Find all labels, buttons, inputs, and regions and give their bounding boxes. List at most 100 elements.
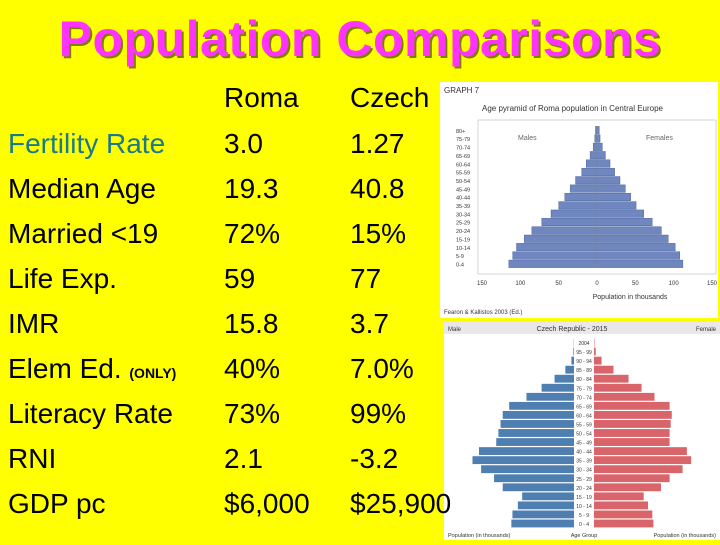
row-label-rni: RNI xyxy=(8,443,56,475)
czech-age-label: 2004 xyxy=(578,341,589,347)
czech-bar-male xyxy=(494,474,574,482)
czech-bar-female xyxy=(594,384,642,392)
czech-bar-male xyxy=(573,348,574,356)
roma-age-label: 50-54 xyxy=(456,179,470,185)
czech-x-label-left: Population (in thousands) xyxy=(448,533,511,539)
czech-bar-female xyxy=(594,501,648,509)
roma-bar-female xyxy=(597,202,636,210)
czech-left-label: Male xyxy=(448,327,462,333)
czech-bar-male xyxy=(565,366,574,374)
roma-bar-female xyxy=(597,160,610,168)
czech-age-label: 55 - 59 xyxy=(576,422,592,428)
czech-bar-male xyxy=(479,447,574,455)
roma-median-age: 19.3 xyxy=(224,173,279,205)
roma-elem-ed: 40% xyxy=(224,353,280,385)
roma-bar-male xyxy=(513,252,597,260)
roma-bar-male xyxy=(509,260,597,268)
czech-bar-male xyxy=(555,375,574,383)
roma-age-label: 15-19 xyxy=(456,237,470,243)
roma-x-tick: 100 xyxy=(669,281,680,287)
roma-x-tick: 100 xyxy=(515,281,526,287)
roma-bar-male xyxy=(542,218,597,226)
row-label-imr: IMR xyxy=(8,308,59,340)
czech-fertility: 1.27 xyxy=(350,128,405,160)
roma-bar-female xyxy=(597,243,675,251)
roma-bar-female xyxy=(597,177,620,185)
czech-gdp: $25,900 xyxy=(350,488,451,520)
czech-age-label: 65 - 69 xyxy=(576,404,592,410)
czech-imr: 3.7 xyxy=(350,308,389,340)
czech-bar-female xyxy=(594,402,670,410)
roma-bar-female xyxy=(597,260,683,268)
roma-age-label: 65-69 xyxy=(456,154,470,160)
czech-bar-male xyxy=(526,393,574,401)
czech-age-label: 95 - 99 xyxy=(576,350,592,356)
roma-age-label: 25-29 xyxy=(456,221,470,227)
czech-bar-male xyxy=(498,429,574,437)
row-label-fertility: Fertility Rate xyxy=(8,128,165,160)
czech-bar-female xyxy=(594,520,653,528)
graph-label: GRAPH 7 xyxy=(444,86,480,95)
roma-bar-male xyxy=(586,160,597,168)
czech-bar-male xyxy=(509,402,574,410)
roma-bar-female xyxy=(597,193,631,201)
czech-bar-female xyxy=(594,492,644,500)
czech-literacy: 99% xyxy=(350,398,406,430)
czech-bar-female xyxy=(594,465,683,473)
roma-x-tick: 150 xyxy=(707,281,718,287)
roma-age-label: 5-9 xyxy=(456,254,464,260)
czech-age-label: 40 - 44 xyxy=(576,450,592,456)
roma-bar-female xyxy=(597,252,680,260)
czech-bar-female xyxy=(594,474,670,482)
czech-age-label: 20 - 24 xyxy=(576,486,592,492)
czech-bar-female xyxy=(594,483,661,491)
roma-age-label: 40-44 xyxy=(456,196,470,202)
czech-age-label: 90 - 94 xyxy=(576,359,592,365)
roma-x-tick: 0 xyxy=(595,281,599,287)
czech-chart-title: Czech Republic - 2015 xyxy=(537,326,608,333)
roma-bar-male xyxy=(576,177,597,185)
roma-rni: 2.1 xyxy=(224,443,263,475)
roma-age-label: 60-64 xyxy=(456,162,470,168)
roma-age-label: 45-49 xyxy=(456,187,470,193)
czech-median-age: 40.8 xyxy=(350,173,405,205)
czech-age-label: 70 - 74 xyxy=(576,395,592,401)
czech-bar-female xyxy=(594,393,654,401)
roma-bar-male xyxy=(582,168,597,176)
roma-legend-females: Females xyxy=(646,135,673,142)
czech-elem-ed: 7.0% xyxy=(350,353,414,385)
czech-bar-female xyxy=(594,420,671,428)
roma-bar-male xyxy=(565,193,597,201)
czech-bar-male xyxy=(522,492,574,500)
roma-bar-female xyxy=(597,143,602,151)
roma-bar-female xyxy=(597,185,625,193)
roma-bar-female xyxy=(597,235,668,243)
row-label-elem-ed: Elem Ed. (ONLY) xyxy=(8,353,176,389)
roma-age-label: 10-14 xyxy=(456,246,470,252)
czech-age-label: 5 - 9 xyxy=(579,513,589,519)
czech-age-label: 15 - 19 xyxy=(576,495,592,501)
roma-x-tick: 50 xyxy=(632,281,639,287)
czech-life-exp: 77 xyxy=(350,263,381,295)
czech-bar-male xyxy=(511,520,574,528)
roma-imr: 15.8 xyxy=(224,308,279,340)
row-label-gdp: GDP pc xyxy=(8,488,106,520)
czech-age-label: 45 - 49 xyxy=(576,441,592,447)
elem-ed-note: (ONLY) xyxy=(129,365,176,381)
czech-married: 15% xyxy=(350,218,406,250)
czech-bar-male xyxy=(542,384,574,392)
roma-bar-male xyxy=(559,202,597,210)
roma-bar-female xyxy=(597,227,661,235)
czech-bar-female xyxy=(594,411,672,419)
roma-bar-female xyxy=(597,210,644,218)
czech-right-label: Female xyxy=(696,327,717,333)
czech-bar-male xyxy=(571,357,574,365)
czech-age-label: 85 - 89 xyxy=(576,368,592,374)
roma-age-label: 20-24 xyxy=(456,229,470,235)
czech-bar-female xyxy=(594,438,670,446)
roma-bar-female xyxy=(597,151,605,159)
czech-bar-female xyxy=(594,447,687,455)
roma-bar-female xyxy=(597,168,615,176)
czech-x-label-center: Age Group xyxy=(571,533,598,539)
